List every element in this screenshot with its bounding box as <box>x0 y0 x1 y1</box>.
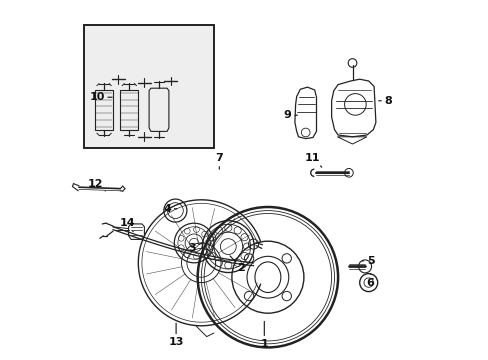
Bar <box>84 25 213 148</box>
Text: 4: 4 <box>163 204 177 214</box>
Text: 13: 13 <box>168 323 183 347</box>
Text: 3: 3 <box>188 243 202 253</box>
Text: 12: 12 <box>87 179 105 191</box>
Text: 8: 8 <box>378 96 391 106</box>
Bar <box>95 90 113 130</box>
Text: 10: 10 <box>89 92 112 102</box>
Text: 2: 2 <box>230 256 244 273</box>
Bar <box>120 90 138 130</box>
Text: 14: 14 <box>120 218 135 232</box>
Text: 5: 5 <box>362 256 373 266</box>
Text: 6: 6 <box>366 274 374 288</box>
Text: 9: 9 <box>283 110 297 120</box>
Text: 1: 1 <box>260 321 267 349</box>
Text: 7: 7 <box>215 153 223 169</box>
Text: 11: 11 <box>305 153 321 167</box>
